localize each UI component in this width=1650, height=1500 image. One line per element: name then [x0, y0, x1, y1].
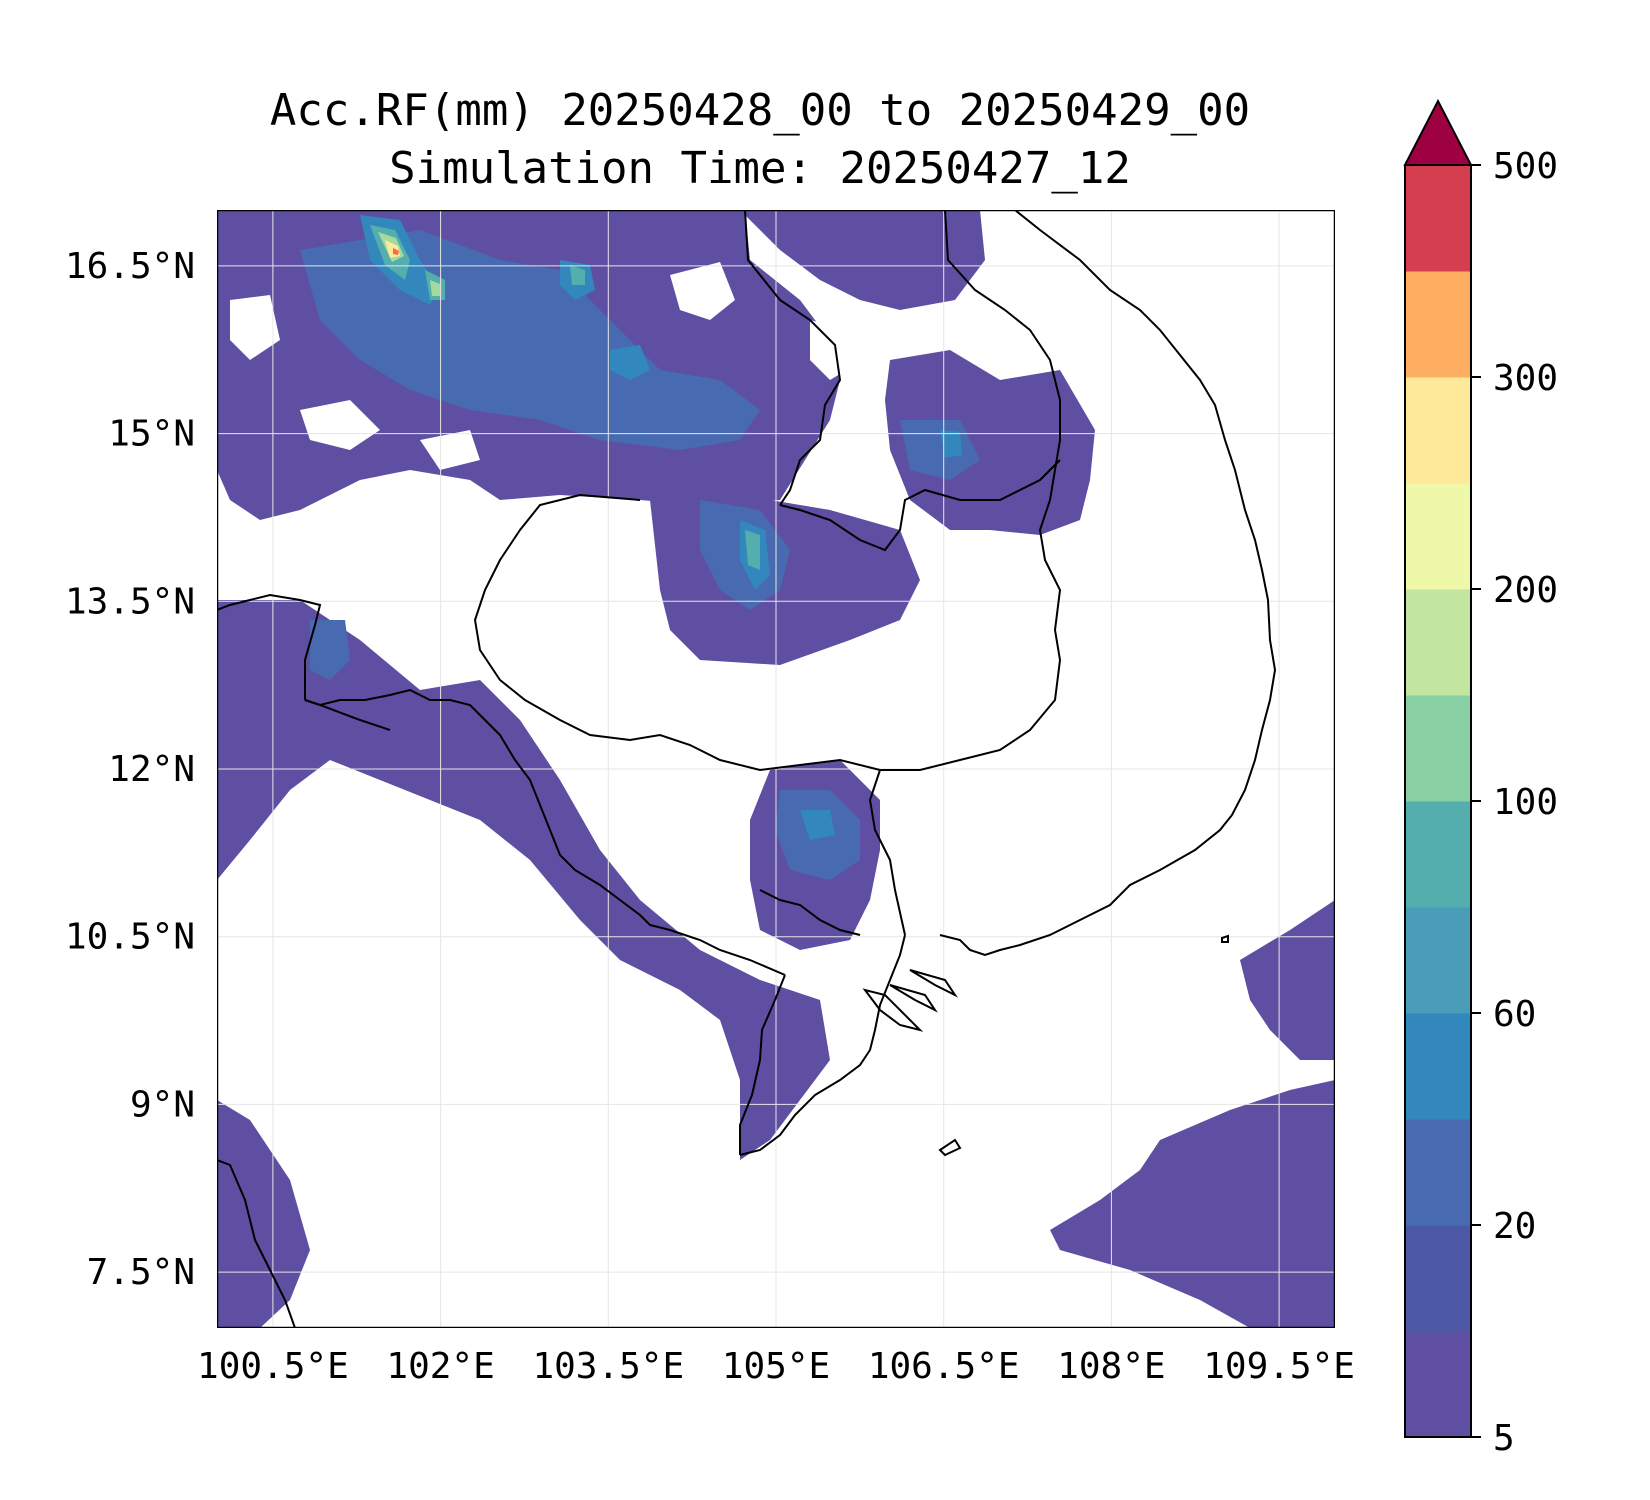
lat-tick-label: 7.5°N: [87, 1252, 195, 1293]
rain-patch-northeast: [740, 210, 985, 310]
map-gridlines: [217, 210, 1335, 1328]
colorbar-segment: [1405, 1331, 1471, 1438]
lon-tick-label: 102°E: [386, 1346, 494, 1387]
longitude-tick-labels: 100.5°E 102°E 103.5°E 105°E 106.5°E 108°E 109.…: [197, 1346, 1355, 1387]
colorbar-segment: [1405, 377, 1471, 484]
lon-tick-label: 103.5°E: [532, 1346, 684, 1387]
lon-tick-label: 108°E: [1057, 1346, 1165, 1387]
rain-patch-east-sea: [1240, 900, 1335, 1060]
lat-tick-label: 12°N: [108, 749, 195, 790]
country-borders: [304, 210, 1062, 936]
colorbar-segment: [1405, 695, 1471, 802]
rain-patch-southeast: [1050, 1080, 1335, 1328]
colorbar-segment: [1405, 1119, 1471, 1226]
map-area: [217, 210, 1335, 1328]
lat-tick-label: 10.5°N: [65, 917, 195, 958]
colorbar-extend-arrow: [1403, 98, 1473, 166]
colorbar-segment: [1405, 801, 1471, 908]
colorbar-segment: [1405, 271, 1471, 378]
colorbar-tick-label: 500: [1493, 146, 1558, 187]
lat-tick-label: 15°N: [108, 414, 195, 455]
map-title-line2: Simulation Time: 20250427_12: [389, 143, 1131, 194]
colorbar-segment: [1405, 1013, 1471, 1120]
colorbar-tick-label: 20: [1493, 1206, 1536, 1247]
rain-patch-west-coast: [217, 600, 830, 1160]
lat-tick-label: 9°N: [130, 1084, 195, 1125]
rainfall-field: [217, 210, 1335, 1328]
lon-tick-label: 109.5°E: [1203, 1346, 1355, 1387]
lat-tick-label: 13.5°N: [65, 581, 195, 622]
colorbar-tick-label: 200: [1493, 570, 1558, 611]
colorbar-tick-label: 300: [1493, 358, 1558, 399]
colorbar-tick-label: 5: [1493, 1418, 1515, 1459]
rain-patch-east-highlands: [885, 350, 1095, 535]
colorbar-tick-label: 100: [1493, 782, 1558, 823]
colorbar-tick-label: 60: [1493, 994, 1536, 1035]
colorbar-segment: [1405, 483, 1471, 590]
coastlines: [217, 210, 1277, 1328]
colorbar-segment: [1405, 1225, 1471, 1332]
lon-tick-label: 100.5°E: [197, 1346, 349, 1387]
colorbar: 5 20 60 100 200 300 500: [1403, 98, 1558, 1459]
lon-tick-label: 106.5°E: [868, 1346, 1020, 1387]
lon-tick-label: 105°E: [722, 1346, 830, 1387]
lat-tick-label: 16.5°N: [65, 246, 195, 287]
colorbar-segment: [1405, 165, 1471, 272]
latitude-tick-labels: 7.5°N 9°N 10.5°N 12°N 13.5°N 15°N 16.5°N: [65, 246, 195, 1293]
colorbar-segment: [1405, 907, 1471, 1014]
rain-patch-southwest: [217, 1100, 310, 1328]
map-title-line1: Acc.RF(mm) 20250428_00 to 20250429_00: [270, 85, 1250, 136]
colorbar-segment: [1405, 589, 1471, 696]
